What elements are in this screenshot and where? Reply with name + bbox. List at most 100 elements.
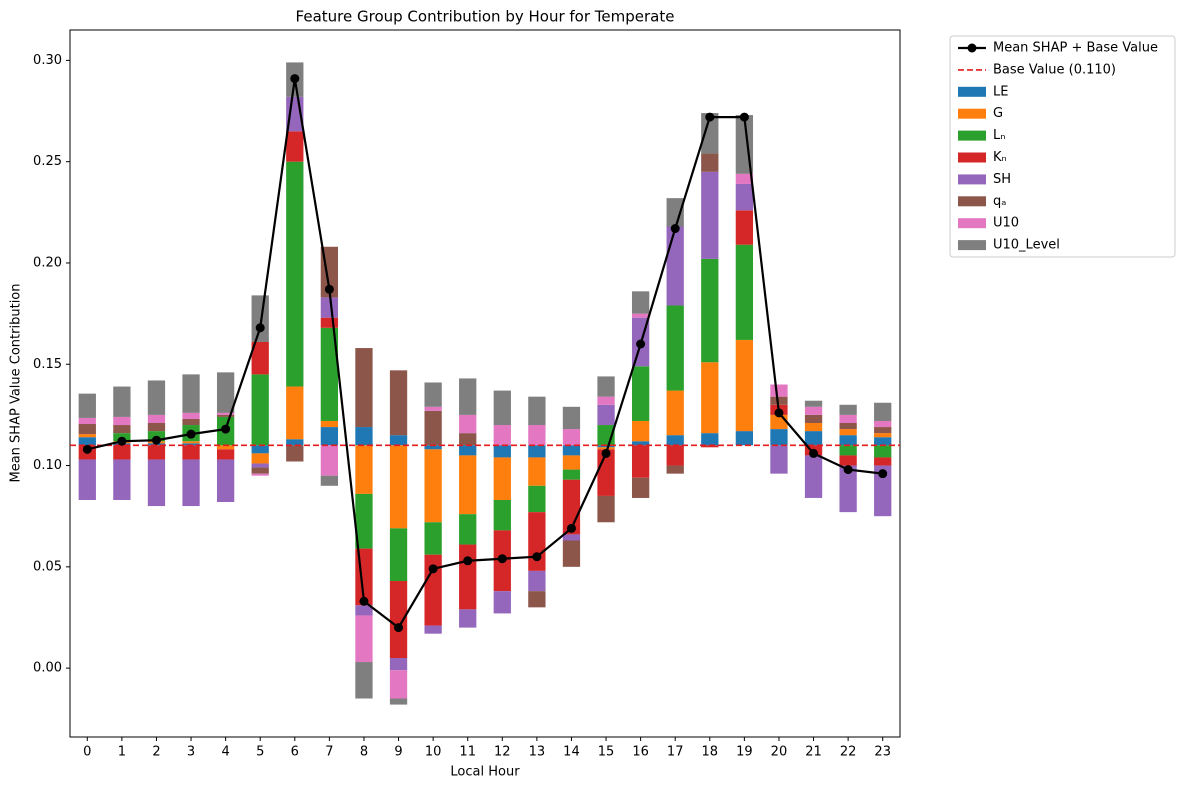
bar-segment: [182, 412, 200, 419]
bar-segment: [147, 414, 166, 424]
bar-segment: [597, 447, 615, 450]
bar-segment: [631, 445, 650, 478]
bar-segment: [216, 414, 235, 417]
bar-segment: [597, 495, 615, 523]
mean-point: [497, 554, 507, 564]
bar-segment: [320, 297, 339, 318]
bar-segment: [286, 445, 304, 462]
bar-segment: [182, 459, 200, 507]
x-axis-label: Local Hour: [450, 765, 520, 780]
bar-segment: [701, 362, 719, 434]
mean-point: [809, 448, 819, 458]
x-tick-label: 22: [840, 745, 857, 760]
bar-segment: [286, 131, 304, 162]
bar-segment: [78, 393, 96, 418]
mean-point: [774, 408, 784, 418]
bar-segment: [424, 449, 442, 523]
bar-segment: [874, 437, 892, 446]
y-tick-label: 0.20: [33, 255, 62, 270]
bar-segment: [459, 378, 477, 415]
bar-segment: [874, 465, 892, 517]
bar-segment: [355, 445, 373, 494]
bar-segment: [770, 396, 788, 405]
bar-segment: [839, 465, 857, 513]
x-tick-label: 6: [291, 745, 299, 760]
bar-segment: [839, 423, 857, 430]
bar-segment: [355, 662, 373, 699]
bar-segment: [182, 445, 200, 460]
x-tick-label: 4: [221, 745, 229, 760]
x-tick-label: 12: [494, 745, 511, 760]
legend-swatch: [958, 174, 986, 185]
legend-label: G: [993, 106, 1003, 121]
bar-segment: [631, 291, 650, 314]
mean-point: [290, 74, 300, 84]
bar-segment: [528, 591, 546, 608]
bar-segment: [493, 457, 511, 500]
bar-segment: [424, 522, 442, 555]
x-tick-label: 13: [529, 745, 546, 760]
bar-segment: [251, 341, 269, 375]
x-tick-label: 19: [736, 745, 753, 760]
mean-point: [117, 436, 127, 446]
bar-segment: [562, 469, 581, 480]
legend-label: Lₙ: [993, 128, 1005, 143]
bar-segment: [459, 433, 477, 446]
bar-segment: [424, 382, 442, 407]
bar-segment: [804, 431, 823, 446]
mean-point: [670, 224, 680, 234]
x-tick-label: 21: [805, 745, 822, 760]
bar-segment: [874, 433, 892, 438]
bar-segment: [874, 457, 892, 466]
mean-point: [878, 469, 888, 479]
bar-segment: [631, 441, 650, 446]
y-tick-label: 0.05: [33, 559, 62, 574]
bar-segment: [251, 473, 269, 476]
mean-point: [151, 435, 161, 445]
mean-point: [186, 429, 196, 439]
bar-segment: [355, 348, 373, 428]
bar-segment: [355, 605, 373, 616]
x-tick-label: 17: [667, 745, 684, 760]
mean-point: [601, 448, 611, 458]
bar-segment: [389, 581, 408, 658]
bar-segment: [839, 404, 857, 415]
bar-segment: [389, 370, 408, 436]
mean-point: [82, 444, 92, 454]
mean-point: [705, 112, 715, 122]
mean-point: [324, 284, 334, 294]
bar-segment: [666, 465, 684, 474]
bar-segment: [804, 423, 823, 432]
bar-segment: [320, 327, 339, 421]
bar-segment: [113, 386, 131, 417]
bar-segment: [147, 380, 166, 415]
bar-segment: [666, 226, 684, 306]
bar-segment: [666, 435, 684, 446]
bar-segment: [251, 453, 269, 464]
bar-segment: [251, 467, 269, 474]
bar-segment: [424, 410, 442, 446]
bar-segment: [528, 396, 546, 426]
bar-segment: [216, 412, 235, 415]
chart-title: Feature Group Contribution by Hour for T…: [296, 8, 675, 26]
legend-label: U10: [993, 216, 1019, 231]
mean-point: [428, 564, 438, 574]
legend-label: qₐ: [993, 194, 1006, 209]
bar-segment: [874, 402, 892, 421]
legend-swatch: [958, 196, 986, 207]
plot-frame: [69, 29, 901, 738]
mean-point: [843, 465, 853, 475]
bar-segment: [251, 463, 269, 468]
bar-segment: [78, 424, 96, 435]
bar-segment: [493, 499, 511, 531]
legend-label: Kₙ: [993, 150, 1007, 165]
bar-segment: [631, 477, 650, 498]
bar-segment: [424, 406, 442, 411]
bar-segment: [216, 445, 235, 450]
y-tick-label: 0.30: [33, 53, 62, 68]
mean-point: [255, 323, 265, 333]
x-tick-label: 14: [563, 745, 580, 760]
bar-segment: [562, 429, 581, 446]
bar-segment: [459, 445, 477, 456]
